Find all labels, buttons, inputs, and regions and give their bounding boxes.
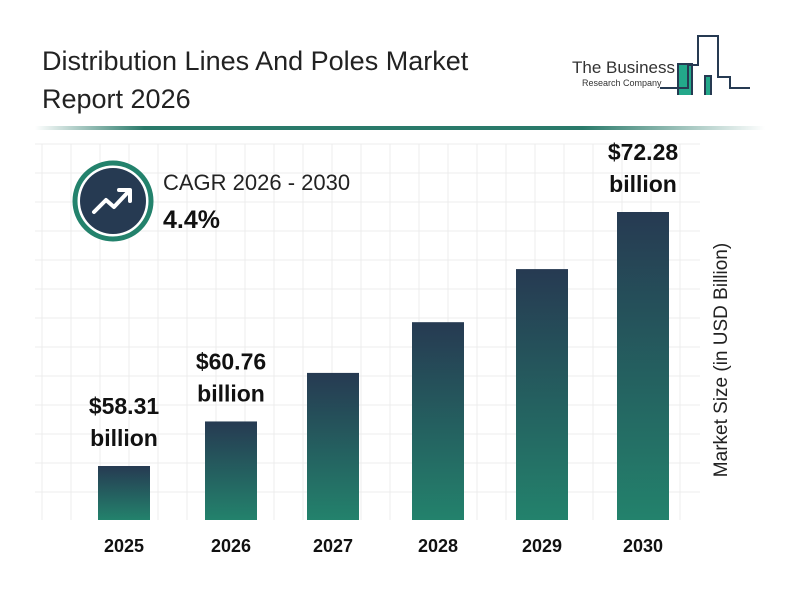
x-tick-label: 2028 (418, 536, 458, 556)
x-tick-label: 2029 (522, 536, 562, 556)
x-tick-label: 2025 (104, 536, 144, 556)
y-axis-label: Market Size (in USD Billion) (711, 242, 732, 478)
page-title: Distribution Lines And Poles Market Repo… (42, 46, 469, 114)
data-label-amount: $60.76 (196, 348, 266, 374)
trend-up-icon (72, 160, 154, 242)
logo-buildings-icon (660, 35, 750, 95)
x-tick-label: 2027 (313, 536, 353, 556)
bar-2025 (98, 466, 150, 520)
bar-2026 (205, 421, 257, 520)
bar-2028 (412, 322, 464, 520)
bar-2029 (516, 269, 568, 520)
data-label-amount: $58.31 (89, 393, 160, 419)
data-label-amount: $72.28 (608, 139, 679, 165)
bar-2027 (307, 372, 359, 520)
cagr-value: 4.4% (163, 206, 220, 234)
company-logo: The Business Research Company (570, 30, 755, 95)
bar-2030 (617, 212, 669, 520)
x-tick-label: 2026 (211, 536, 251, 556)
logo-text-line2: Research Company (582, 78, 662, 88)
data-label-unit: billion (90, 425, 158, 451)
header-divider (35, 126, 765, 130)
x-tick-label: 2030 (623, 536, 663, 556)
cagr-label: CAGR 2026 - 2030 (163, 170, 351, 195)
data-label-unit: billion (197, 380, 265, 406)
logo-text-line1: The Business (572, 58, 675, 77)
data-label-unit: billion (609, 171, 677, 197)
